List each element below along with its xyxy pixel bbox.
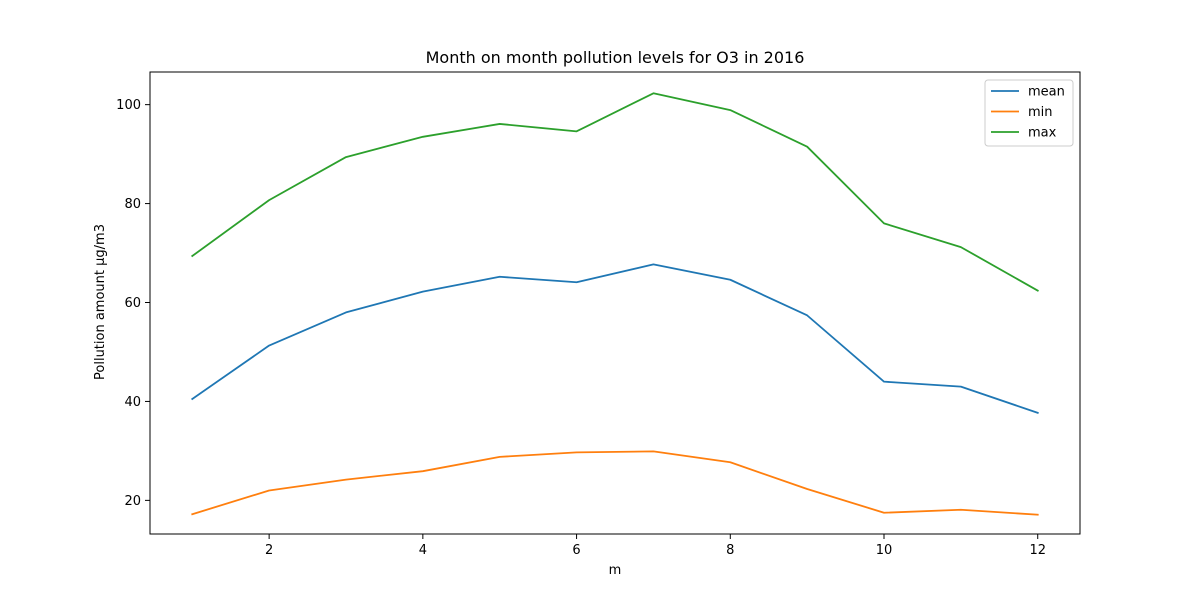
x-tick-label: 4 — [419, 543, 427, 558]
series-line-min — [191, 450, 1039, 516]
legend-box — [984, 79, 1074, 147]
legend-label-max: max — [1028, 126, 1057, 141]
plot-frame — [149, 71, 1081, 535]
y-tick-label: 100 — [116, 98, 141, 113]
plot-area: 2 4 6 8 10 12 20 40 60 80 100 mean min max — [116, 71, 1081, 558]
legend-label-min: min — [1028, 105, 1053, 120]
x-tick-label: 2 — [265, 543, 273, 558]
y-tick-label: 20 — [124, 494, 141, 509]
x-tick-label: 12 — [1029, 543, 1046, 558]
x-tick-label: 8 — [726, 543, 734, 558]
y-tick-label: 40 — [124, 395, 141, 410]
legend-label-mean: mean — [1028, 85, 1065, 100]
legend: mean min max — [984, 79, 1074, 147]
y-tick-label: 60 — [124, 296, 141, 311]
x-axis-label: m — [609, 563, 622, 578]
series-line-mean — [191, 263, 1039, 414]
x-tick-label: 10 — [876, 543, 893, 558]
chart-title: Month on month pollution levels for O3 i… — [426, 48, 805, 67]
y-tick-label: 80 — [124, 197, 141, 212]
x-tick-label: 6 — [572, 543, 580, 558]
series-line-max — [191, 92, 1039, 292]
y-axis-label: Pollution amount µg/m3 — [93, 224, 108, 380]
